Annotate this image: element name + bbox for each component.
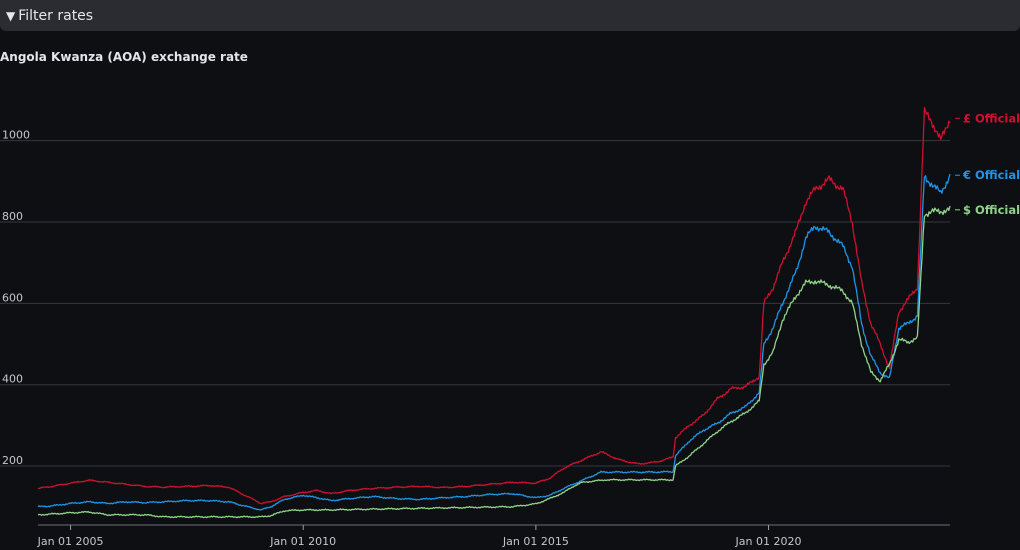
y-tick-label: 600 [2, 291, 23, 304]
series-label-official: $ Official [963, 203, 1020, 217]
series-line-official [37, 205, 951, 519]
series-label-official: £ Official [963, 111, 1020, 125]
x-tick-label: Jan 01 2015 [502, 535, 569, 548]
series-labels: £ Official € Official $ Official [955, 111, 1020, 217]
series-label-official: € Official [962, 168, 1020, 182]
y-axis-ticks: 200 400 600 800 1000 [2, 129, 30, 467]
series-line-official [37, 173, 951, 511]
y-tick-label: 400 [2, 373, 23, 386]
filter-rates-toggle[interactable]: ▼ Filter rates [0, 0, 1020, 31]
series-lines [37, 106, 951, 519]
x-axis: Jan 01 2005 Jan 01 2010 Jan 01 2015 Jan 01 … [37, 524, 950, 548]
filter-rates-label: Filter rates [18, 7, 94, 24]
y-tick-label: 200 [2, 454, 23, 467]
series-line-official [37, 106, 951, 505]
x-tick-label: Jan 01 2020 [735, 535, 802, 548]
grid-lines [0, 140, 950, 467]
y-tick-label: 800 [2, 210, 23, 223]
y-tick-label: 1000 [2, 129, 30, 142]
x-tick-label: Jan 01 2010 [269, 535, 336, 548]
chart-title: Angola Kwanza (AOA) exchange rate [0, 50, 248, 64]
caret-down-icon: ▼ [6, 8, 16, 23]
x-tick-label: Jan 01 2005 [37, 535, 104, 548]
